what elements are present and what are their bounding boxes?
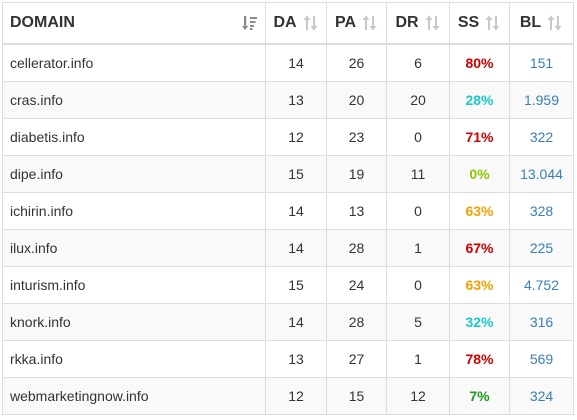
table-row: rkka.info 13 27 1 78% 569 xyxy=(2,340,574,378)
domain-cell: ilux.info xyxy=(2,229,266,267)
domain-cell: dipe.info xyxy=(2,155,266,193)
bl-link[interactable]: 225 xyxy=(509,229,574,267)
da-cell: 12 xyxy=(265,118,327,156)
sort-both-icon[interactable] xyxy=(547,15,563,31)
da-cell: 15 xyxy=(265,155,327,193)
table-row: webmarketingnow.info 12 15 12 7% 324 xyxy=(2,377,574,415)
ss-cell: 78% xyxy=(449,340,510,378)
sort-both-icon[interactable] xyxy=(485,15,501,31)
bl-link[interactable]: 324 xyxy=(509,377,574,415)
pa-cell: 19 xyxy=(326,155,387,193)
header-da[interactable]: DA xyxy=(265,2,327,45)
da-cell: 15 xyxy=(265,266,327,304)
pa-cell: 15 xyxy=(326,377,387,415)
dr-cell: 20 xyxy=(386,81,450,119)
ss-cell: 28% xyxy=(449,81,510,119)
da-cell: 14 xyxy=(265,192,327,230)
da-cell: 14 xyxy=(265,43,327,82)
domain-cell: webmarketingnow.info xyxy=(2,377,266,415)
ss-cell: 71% xyxy=(449,118,510,156)
da-cell: 13 xyxy=(265,340,327,378)
header-ss[interactable]: SS xyxy=(449,2,510,45)
domain-cell: diabetis.info xyxy=(2,118,266,156)
da-cell: 13 xyxy=(265,81,327,119)
ss-cell: 80% xyxy=(449,43,510,82)
da-cell: 14 xyxy=(265,229,327,267)
pa-cell: 24 xyxy=(326,266,387,304)
bl-link[interactable]: 328 xyxy=(509,192,574,230)
header-dr-label: DR xyxy=(395,14,419,31)
dr-cell: 0 xyxy=(386,192,450,230)
ss-cell: 0% xyxy=(449,155,510,193)
table-row: cras.info 13 20 20 28% 1.959 xyxy=(2,81,574,119)
header-domain[interactable]: DOMAIN xyxy=(2,2,266,45)
domain-cell: ichirin.info xyxy=(2,192,266,230)
header-ss-label: SS xyxy=(457,14,480,31)
dr-cell: 1 xyxy=(386,340,450,378)
dr-cell: 12 xyxy=(386,377,450,415)
bl-link[interactable]: 569 xyxy=(509,340,574,378)
dr-cell: 6 xyxy=(386,43,450,82)
header-bl-label: BL xyxy=(519,14,542,31)
header-row: DOMAIN DA xyxy=(2,2,574,45)
domain-table: DOMAIN DA xyxy=(2,2,574,415)
ss-cell: 63% xyxy=(449,266,510,304)
dr-cell: 5 xyxy=(386,303,450,341)
pa-cell: 23 xyxy=(326,118,387,156)
domain-cell: cellerator.info xyxy=(2,43,266,82)
header-domain-label: DOMAIN xyxy=(10,14,75,31)
header-bl[interactable]: BL xyxy=(509,2,574,45)
ss-cell: 67% xyxy=(449,229,510,267)
sort-both-icon[interactable] xyxy=(362,15,378,31)
table-row: inturism.info 15 24 0 63% 4.752 xyxy=(2,266,574,304)
table-body: cellerator.info 14 26 6 80% 151 cras.inf… xyxy=(2,43,574,415)
sort-desc-icon[interactable] xyxy=(242,15,258,31)
pa-cell: 27 xyxy=(326,340,387,378)
dr-cell: 0 xyxy=(386,266,450,304)
table-row: knork.info 14 28 5 32% 316 xyxy=(2,303,574,341)
table-row: ichirin.info 14 13 0 63% 328 xyxy=(2,192,574,230)
domain-cell: rkka.info xyxy=(2,340,266,378)
sort-both-icon[interactable] xyxy=(303,15,319,31)
domain-cell: inturism.info xyxy=(2,266,266,304)
table-row: ilux.info 14 28 1 67% 225 xyxy=(2,229,574,267)
bl-link[interactable]: 316 xyxy=(509,303,574,341)
ss-cell: 32% xyxy=(449,303,510,341)
pa-cell: 26 xyxy=(326,43,387,82)
domain-cell: knork.info xyxy=(2,303,266,341)
header-dr[interactable]: DR xyxy=(386,2,450,45)
table-header: DOMAIN DA xyxy=(2,2,574,45)
bl-link[interactable]: 4.752 xyxy=(509,266,574,304)
table-row: dipe.info 15 19 11 0% 13.044 xyxy=(2,155,574,193)
pa-cell: 13 xyxy=(326,192,387,230)
header-pa-label: PA xyxy=(334,14,357,31)
dr-cell: 11 xyxy=(386,155,450,193)
pa-cell: 28 xyxy=(326,303,387,341)
table-row: cellerator.info 14 26 6 80% 151 xyxy=(2,43,574,82)
ss-cell: 7% xyxy=(449,377,510,415)
header-da-label: DA xyxy=(273,14,297,31)
bl-link[interactable]: 13.044 xyxy=(509,155,574,193)
domain-table-container: DOMAIN DA xyxy=(2,2,574,415)
bl-link[interactable]: 151 xyxy=(509,43,574,82)
bl-link[interactable]: 1.959 xyxy=(509,81,574,119)
domain-cell: cras.info xyxy=(2,81,266,119)
pa-cell: 20 xyxy=(326,81,387,119)
ss-cell: 63% xyxy=(449,192,510,230)
da-cell: 12 xyxy=(265,377,327,415)
table-row: diabetis.info 12 23 0 71% 322 xyxy=(2,118,574,156)
da-cell: 14 xyxy=(265,303,327,341)
bl-link[interactable]: 322 xyxy=(509,118,574,156)
header-pa[interactable]: PA xyxy=(326,2,387,45)
dr-cell: 0 xyxy=(386,118,450,156)
sort-both-icon[interactable] xyxy=(425,15,441,31)
pa-cell: 28 xyxy=(326,229,387,267)
dr-cell: 1 xyxy=(386,229,450,267)
